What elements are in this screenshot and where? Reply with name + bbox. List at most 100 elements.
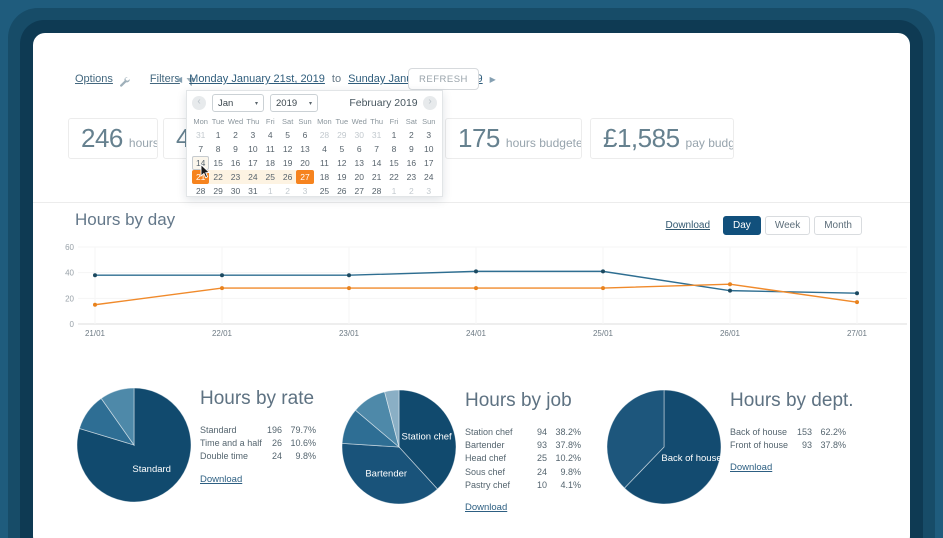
month-select[interactable]: Jan ▾ [212, 94, 264, 112]
calendar-day[interactable]: 3 [426, 130, 432, 140]
calendar-day[interactable]: 1 [391, 186, 397, 196]
next-week-icon[interactable]: ▶ [489, 74, 496, 84]
calendar-day[interactable]: 4 [322, 144, 327, 154]
calendar-day[interactable]: 16 [230, 158, 241, 168]
calendar-day[interactable]: 5 [339, 144, 345, 154]
calendar-day[interactable]: 4 [267, 130, 273, 140]
calendar-day[interactable]: 3 [426, 186, 432, 196]
calendar-day[interactable]: 14 [192, 156, 210, 170]
calendar-day[interactable]: 15 [213, 158, 223, 168]
calendar-next-icon[interactable]: › [423, 96, 437, 110]
calendar-day[interactable]: 20 [354, 172, 364, 182]
calendar-day[interactable]: 24 [244, 170, 262, 184]
filters-link[interactable]: Filters [149, 73, 180, 85]
legend-row: Station chef 94 38.2% [465, 426, 600, 439]
calendar-day[interactable]: 29 [337, 130, 347, 140]
download-link[interactable]: Download [665, 220, 711, 231]
calendar-day[interactable]: 2 [409, 130, 414, 140]
calendar-day[interactable]: 14 [371, 158, 382, 168]
calendar-day[interactable]: 22 [389, 172, 399, 182]
calendar-prev-icon[interactable]: ‹ [192, 96, 206, 110]
legend-value: 93 [801, 440, 812, 451]
calendar-day[interactable]: 21 [371, 172, 382, 182]
calendar-day[interactable]: 3 [302, 186, 308, 196]
legend-value: 196 [266, 425, 282, 435]
calendar-day[interactable]: 30 [230, 186, 241, 196]
calendar-dow-label: Wed [227, 117, 244, 126]
calendar-day[interactable]: 26 [337, 186, 347, 196]
calendar-day[interactable]: 11 [265, 144, 275, 154]
calendar-day[interactable]: 28 [319, 130, 330, 140]
options-link[interactable]: Options [75, 73, 113, 85]
calendar-day[interactable]: 13 [354, 158, 364, 168]
calendar-day[interactable]: 10 [424, 144, 434, 154]
calendar-day[interactable]: 9 [409, 144, 414, 154]
calendar-day[interactable]: 28 [195, 186, 206, 196]
view-week-button[interactable]: Week [764, 216, 811, 235]
year-select[interactable]: 2019 ▾ [270, 94, 318, 112]
calendar-day[interactable]: 18 [319, 172, 330, 182]
calendar-day[interactable]: 8 [391, 144, 397, 154]
calendar-day[interactable]: 1 [215, 130, 221, 140]
download-link[interactable]: Download [200, 473, 243, 485]
legend-row: Head chef 25 10.2% [465, 452, 600, 465]
calendar-dow-label: Sat [282, 117, 294, 126]
calendar-day[interactable]: 22 [209, 170, 227, 184]
calendar-day[interactable]: 15 [389, 158, 399, 168]
legend-percent: 9.8% [295, 451, 316, 462]
calendar-day[interactable]: 9 [233, 144, 238, 154]
calendar-day[interactable]: 18 [265, 158, 275, 168]
calendar-day[interactable]: 1 [391, 130, 397, 140]
calendar-day[interactable]: 3 [250, 130, 256, 140]
calendar-day[interactable]: 6 [302, 130, 308, 140]
calendar-day[interactable]: 12 [337, 158, 347, 168]
calendar-day[interactable]: 12 [282, 144, 293, 154]
calendar-day[interactable]: 23 [226, 170, 245, 184]
calendar-day[interactable]: 16 [406, 158, 417, 168]
legend-percent: 37.8% [820, 440, 846, 451]
calendar-day[interactable]: 19 [337, 172, 347, 182]
calendar-day[interactable]: 19 [282, 158, 293, 168]
calendar-day[interactable]: 2 [409, 186, 414, 196]
view-month-button[interactable]: Month [814, 216, 862, 235]
calendar-day[interactable]: 31 [248, 186, 258, 196]
calendar-day[interactable]: 28 [371, 186, 382, 196]
calendar-day[interactable]: 10 [248, 144, 258, 154]
pie-title: Hours by job [465, 390, 572, 411]
calendar-day[interactable]: 5 [285, 130, 291, 140]
calendar-day[interactable]: 11 [320, 158, 329, 168]
calendar-day[interactable]: 24 [424, 172, 434, 182]
calendar-day[interactable]: 1 [267, 186, 273, 196]
download-link[interactable]: Download [730, 462, 773, 474]
calendar-day[interactable]: 25 [319, 186, 330, 196]
calendar-day[interactable]: 30 [354, 130, 364, 140]
legend-name: Station chef [465, 427, 513, 437]
calendar-day[interactable]: 2 [285, 186, 291, 196]
legend-name: Pastry chef [465, 479, 511, 490]
calendar-day[interactable]: 7 [374, 144, 379, 154]
calendar-day[interactable]: 31 [371, 130, 382, 140]
legend-name: Head chef [465, 453, 507, 464]
calendar-day[interactable]: 27 [296, 170, 314, 184]
calendar-day[interactable]: 6 [356, 144, 362, 154]
date-from-link[interactable]: Monday January 21st, 2019 [189, 73, 325, 85]
calendar-day[interactable]: 17 [248, 158, 258, 168]
calendar-day[interactable]: 20 [300, 158, 310, 168]
legend-value: 153 [796, 427, 812, 437]
calendar-day[interactable]: 2 [233, 130, 238, 140]
calendar-day[interactable]: 13 [300, 144, 310, 154]
calendar-day[interactable]: 23 [406, 172, 417, 182]
calendar-day[interactable]: 25 [261, 170, 279, 184]
calendar-months: Mon Tue Wed Thu Fri Sat Sun 31 1 2 3 4 5 6 7 8 9 10 11 12 13… [187, 115, 442, 198]
view-day-button[interactable]: Day [723, 216, 761, 235]
calendar-day[interactable]: 26 [278, 170, 297, 184]
calendar-day[interactable]: 29 [213, 186, 223, 196]
calendar-day[interactable]: 7 [198, 144, 204, 154]
calendar-day[interactable]: 17 [424, 158, 434, 168]
calendar-day[interactable]: 27 [354, 186, 364, 196]
prev-week-icon[interactable]: ◀ [176, 74, 183, 84]
download-link[interactable]: Download [465, 502, 508, 514]
refresh-button[interactable]: REFRESH [408, 68, 479, 90]
calendar-day[interactable]: 8 [215, 144, 221, 154]
calendar-day[interactable]: 31 [195, 130, 206, 140]
